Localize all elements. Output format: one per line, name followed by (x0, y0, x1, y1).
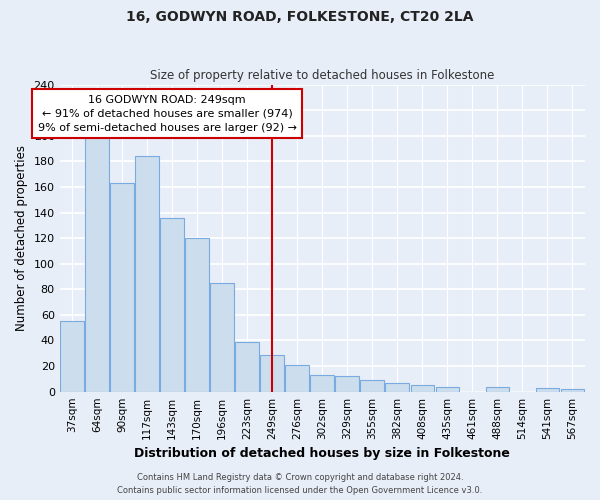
Bar (536, 388, 559, 392)
Bar (436, 386, 459, 392)
Bar (160, 218, 184, 392)
Bar (286, 365, 309, 392)
Bar (235, 342, 259, 392)
Bar (211, 283, 234, 392)
Title: Size of property relative to detached houses in Folkestone: Size of property relative to detached ho… (150, 69, 494, 82)
Bar (361, 380, 384, 392)
Text: 16, GODWYN ROAD, FOLKESTONE, CT20 2LA: 16, GODWYN ROAD, FOLKESTONE, CT20 2LA (126, 10, 474, 24)
Bar (485, 386, 509, 392)
Bar (310, 375, 334, 392)
Bar (110, 183, 134, 392)
Bar (185, 238, 209, 392)
Bar (136, 156, 159, 392)
Text: 16 GODWYN ROAD: 249sqm
← 91% of detached houses are smaller (974)
9% of semi-det: 16 GODWYN ROAD: 249sqm ← 91% of detached… (38, 95, 297, 133)
Bar (410, 386, 434, 392)
X-axis label: Distribution of detached houses by size in Folkestone: Distribution of detached houses by size … (134, 447, 510, 460)
Bar (385, 382, 409, 392)
Bar (335, 376, 359, 392)
Bar (560, 389, 584, 392)
Bar (260, 354, 284, 392)
Y-axis label: Number of detached properties: Number of detached properties (15, 145, 28, 331)
Bar (85, 136, 109, 392)
Bar (60, 322, 84, 392)
Text: Contains HM Land Registry data © Crown copyright and database right 2024.
Contai: Contains HM Land Registry data © Crown c… (118, 474, 482, 495)
